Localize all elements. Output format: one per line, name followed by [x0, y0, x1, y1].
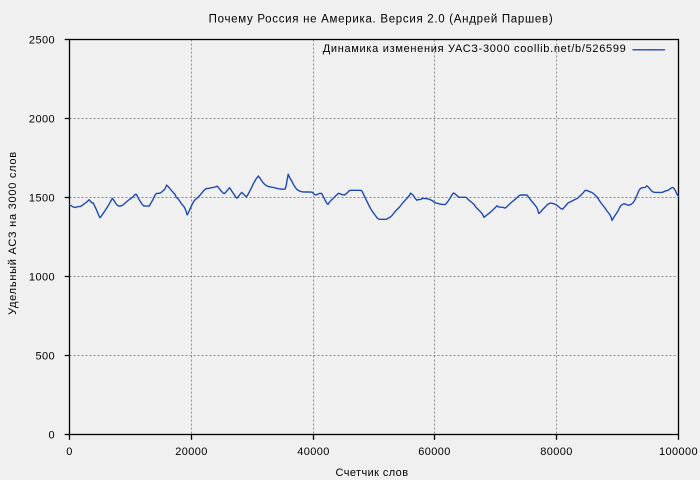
svg-text:40000: 40000	[297, 446, 330, 458]
svg-text:2500: 2500	[29, 35, 55, 47]
svg-text:60000: 60000	[418, 446, 451, 458]
svg-text:100000: 100000	[659, 446, 698, 458]
svg-text:Динамика изменения УАСЗ-3000: Динамика изменения УАСЗ-3000 coollib.net…	[323, 43, 627, 55]
svg-text:0: 0	[66, 446, 73, 458]
svg-text:20000: 20000	[175, 446, 208, 458]
svg-text:Почему Россия не Америка. Верс: Почему Россия не Америка. Версия 2.0 (Ан…	[209, 14, 554, 26]
svg-text:80000: 80000	[540, 446, 573, 458]
svg-text:Счетчик слов: Счетчик слов	[336, 467, 409, 479]
svg-text:500: 500	[35, 351, 55, 363]
svg-text:0: 0	[48, 430, 55, 442]
svg-text:1000: 1000	[29, 272, 55, 284]
svg-text:1500: 1500	[29, 193, 55, 205]
svg-text:Удельный АСЗ на 3000 слов: Удельный АСЗ на 3000 слов	[7, 151, 19, 315]
svg-text:2000: 2000	[29, 114, 55, 126]
